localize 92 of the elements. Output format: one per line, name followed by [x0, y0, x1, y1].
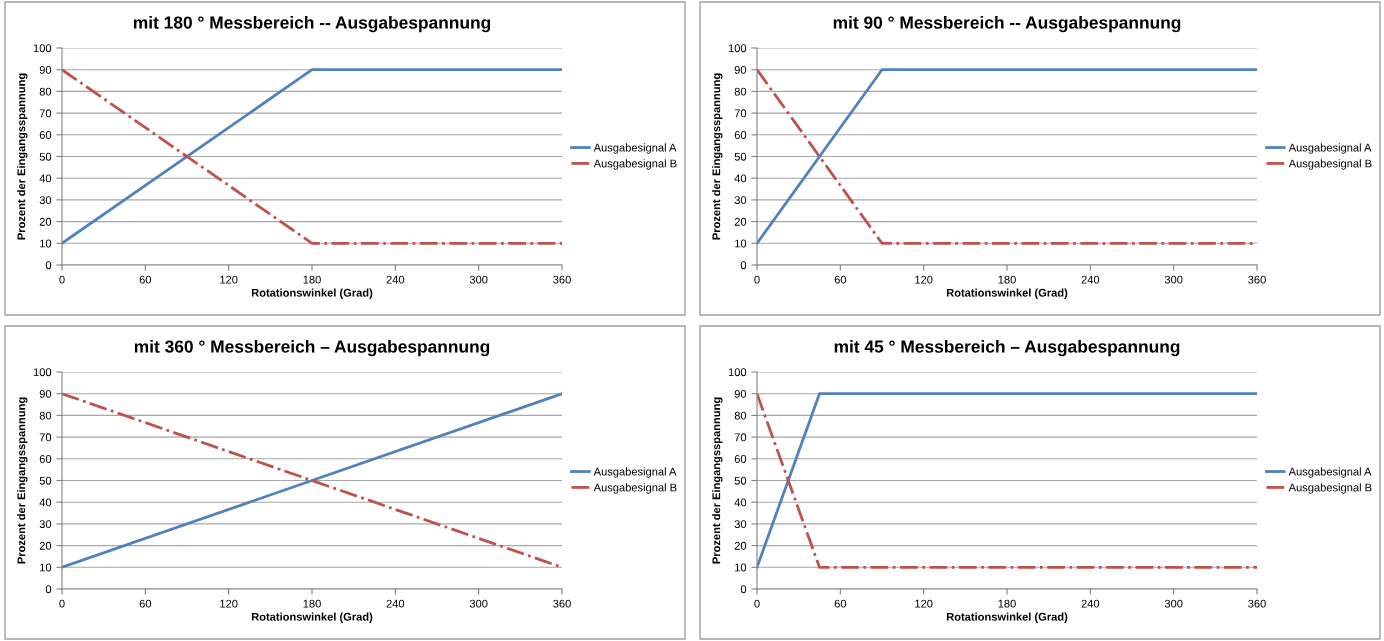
x-tick-label: 240 — [1081, 275, 1100, 284]
x-tick-label: 300 — [1164, 275, 1183, 284]
legend-label: Ausgabesignal B — [1288, 159, 1372, 170]
x-axis-title: Rotationswinkel (Grad) — [251, 612, 373, 623]
y-tick-label: 90 — [39, 389, 52, 398]
y-tick-label: 0 — [45, 261, 52, 270]
x-tick-label: 180 — [998, 275, 1016, 284]
y-tick-label: 0 — [45, 585, 52, 594]
x-tick-label: 360 — [553, 599, 571, 608]
y-tick-label: 0 — [740, 261, 747, 270]
y-tick-label: 10 — [40, 239, 52, 248]
chart-title: mit 90 ° Messbereich -- Ausgabespannung — [833, 15, 1181, 33]
x-axis-title: Rotationswinkel (Grad) — [251, 288, 373, 299]
x-tick-label: 300 — [469, 599, 488, 608]
y-tick-label: 70 — [39, 433, 52, 442]
y-tick-label: 20 — [734, 217, 747, 226]
x-tick-label: 60 — [834, 275, 847, 284]
legend-label: Ausgabesignal A — [1288, 143, 1372, 154]
legend-label: Ausgabesignal B — [593, 159, 677, 170]
x-tick-label: 0 — [59, 599, 65, 608]
y-tick-label: 100 — [33, 368, 52, 377]
y-tick-label: 90 — [39, 65, 52, 74]
y-axis-title: Prozent der Eingangsspannung — [17, 397, 28, 564]
x-axis-title: Rotationswinkel (Grad) — [946, 612, 1068, 623]
legend-label: Ausgabesignal B — [1288, 483, 1372, 494]
legend-label: Ausgabesignal A — [593, 143, 677, 154]
y-tick-label: 50 — [39, 476, 52, 485]
y-tick-label: 100 — [728, 44, 747, 53]
y-tick-label: 80 — [734, 411, 747, 420]
x-tick-label: 300 — [1164, 599, 1183, 608]
y-tick-label: 80 — [39, 87, 52, 96]
x-tick-label: 120 — [220, 599, 238, 608]
x-tick-label: 180 — [303, 599, 321, 608]
y-tick-label: 60 — [39, 455, 52, 463]
y-axis-title: Prozent der Eingangsspannung — [712, 397, 723, 564]
x-tick-label: 240 — [386, 275, 405, 284]
y-tick-label: 40 — [734, 174, 747, 183]
y-tick-label: 40 — [734, 498, 747, 507]
x-tick-label: 120 — [915, 275, 933, 284]
y-tick-label: 40 — [39, 174, 52, 183]
x-tick-label: 360 — [553, 275, 571, 284]
y-tick-label: 30 — [39, 196, 52, 205]
y-tick-label: 100 — [728, 368, 747, 377]
x-tick-label: 240 — [386, 599, 405, 608]
y-tick-label: 30 — [734, 196, 747, 205]
chart-title: mit 360 ° Messbereich – Ausgabespannung — [134, 339, 490, 357]
y-tick-label: 20 — [39, 541, 52, 550]
chart-title: mit 45 ° Messbereich – Ausgabespannung — [834, 339, 1180, 357]
y-tick-label: 60 — [734, 455, 747, 463]
legend-label: Ausgabesignal A — [1288, 467, 1372, 478]
chart-title: mit 180 ° Messbereich -- Ausgabespannung — [133, 15, 491, 33]
x-tick-label: 300 — [469, 275, 488, 284]
y-tick-label: 10 — [735, 239, 747, 248]
x-tick-label: 0 — [754, 275, 760, 284]
x-tick-label: 360 — [1248, 599, 1266, 608]
y-axis-title: Prozent der Eingangsspannung — [712, 73, 723, 240]
x-tick-label: 60 — [834, 599, 847, 608]
y-tick-label: 60 — [39, 131, 52, 139]
y-tick-label: 50 — [39, 152, 52, 161]
y-tick-label: 10 — [40, 563, 52, 572]
x-tick-label: 60 — [139, 599, 152, 608]
x-tick-label: 180 — [303, 275, 321, 284]
legend-label: Ausgabesignal A — [593, 467, 677, 478]
y-tick-label: 20 — [39, 217, 52, 226]
y-tick-label: 70 — [734, 109, 747, 118]
y-tick-label: 90 — [734, 65, 747, 74]
y-tick-label: 0 — [740, 585, 747, 594]
x-tick-label: 0 — [754, 599, 760, 608]
y-tick-label: 90 — [734, 389, 747, 398]
x-axis-title: Rotationswinkel (Grad) — [946, 288, 1068, 299]
x-tick-label: 120 — [915, 599, 933, 608]
y-tick-label: 30 — [39, 520, 52, 529]
y-tick-label: 50 — [734, 476, 747, 485]
x-tick-label: 120 — [220, 275, 238, 284]
y-tick-label: 80 — [734, 87, 747, 96]
y-tick-label: 100 — [33, 44, 52, 53]
x-tick-label: 180 — [998, 599, 1016, 608]
x-tick-label: 240 — [1081, 599, 1100, 608]
x-tick-label: 360 — [1248, 275, 1266, 284]
y-tick-label: 60 — [734, 131, 747, 139]
y-tick-label: 70 — [39, 109, 52, 118]
legend-label: Ausgabesignal B — [593, 483, 677, 494]
y-axis-title: Prozent der Eingangsspannung — [17, 73, 28, 240]
y-tick-label: 30 — [734, 520, 747, 529]
y-tick-label: 20 — [734, 541, 747, 550]
y-tick-label: 10 — [735, 563, 747, 572]
y-tick-label: 40 — [39, 498, 52, 507]
y-tick-label: 70 — [734, 433, 747, 442]
y-tick-label: 50 — [734, 152, 747, 161]
x-tick-label: 60 — [139, 275, 152, 284]
x-tick-label: 0 — [59, 275, 65, 284]
y-tick-label: 80 — [39, 411, 52, 420]
